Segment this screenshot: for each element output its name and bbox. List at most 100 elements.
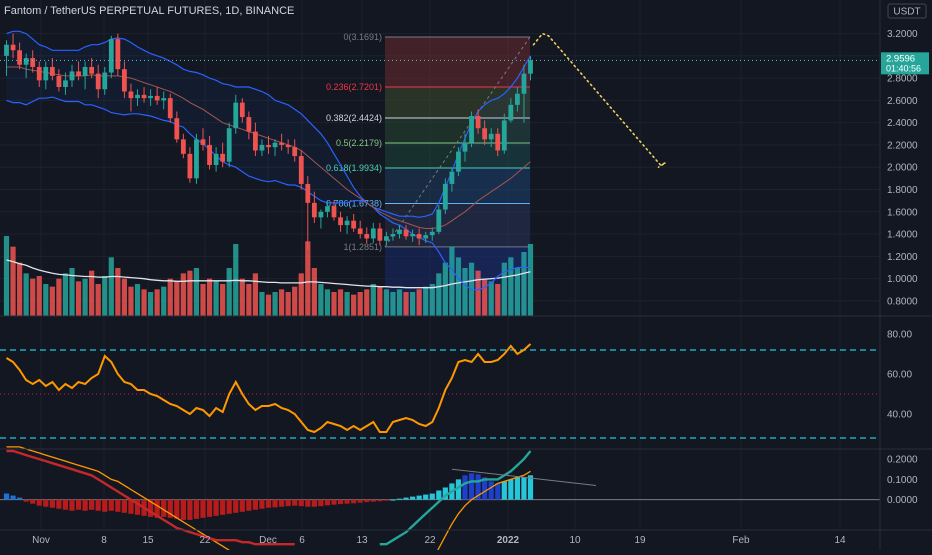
candle-body[interactable] [272,142,278,148]
candle-body[interactable] [122,69,127,92]
price-projection-path[interactable] [532,32,666,168]
candle-body[interactable] [501,120,507,151]
candle-body[interactable] [220,153,226,162]
candle-body[interactable] [154,95,160,101]
macd-histogram-bar [167,499,173,518]
candle-body[interactable] [239,102,245,118]
candle-body[interactable] [194,139,199,179]
macd-histogram-bar [56,499,62,509]
currency-selector[interactable]: USDT [887,3,927,19]
volume-bar [416,289,422,316]
macd-histogram-bar [410,496,416,500]
candle-body[interactable] [180,139,186,154]
candle-body[interactable] [377,228,383,241]
candle-body[interactable] [161,98,167,101]
candle-body[interactable] [370,228,376,239]
candle-body[interactable] [305,183,311,203]
candle-body[interactable] [528,60,533,74]
rsi-line [5,343,532,434]
candle-body[interactable] [10,44,16,51]
candle-body[interactable] [17,50,22,65]
candle-body[interactable] [108,39,114,73]
candle-body[interactable] [462,142,468,152]
candle-body[interactable] [384,236,389,241]
candle-body[interactable] [49,66,55,76]
candle-body[interactable] [469,115,474,143]
candle-body[interactable] [390,234,396,237]
candle-body[interactable] [30,58,36,67]
candle-body[interactable] [508,104,514,121]
candle-body[interactable] [266,144,271,148]
volume-bar [82,278,88,316]
candle-body[interactable] [279,142,284,145]
candle-body[interactable] [423,235,429,239]
candle-body[interactable] [128,91,134,99]
candle-body[interactable] [56,75,62,88]
candle-body[interactable] [115,39,121,70]
candle-body[interactable] [76,71,81,76]
candle-body[interactable] [331,206,337,218]
candle-body[interactable] [410,234,415,237]
volume-bar [462,268,468,316]
candle-body[interactable] [449,171,455,184]
candle-body[interactable] [488,133,494,140]
candle-body[interactable] [357,228,363,235]
candle-body[interactable] [442,183,448,210]
volume-bar [279,289,285,316]
candle-body[interactable] [515,93,520,105]
candle-body[interactable] [482,128,488,140]
candle-body[interactable] [226,128,232,162]
candle-body[interactable] [174,118,180,140]
candle-body[interactable] [187,153,193,179]
candle-body[interactable] [521,73,527,94]
candle-body[interactable] [403,229,409,237]
candle-body[interactable] [311,202,317,218]
candle-body[interactable] [253,131,258,151]
candle-body[interactable] [233,102,239,129]
candle-body[interactable] [23,58,29,65]
candle-body[interactable] [135,94,140,99]
candle-body[interactable] [475,115,481,129]
candle-body[interactable] [292,147,298,157]
candle-body[interactable] [213,153,219,165]
volume-bar [527,244,534,316]
candle-body[interactable] [148,95,153,99]
candle-body[interactable] [351,220,357,229]
candle-body[interactable] [246,117,252,132]
candle-body[interactable] [167,98,173,119]
candle-body[interactable] [95,73,101,90]
candle-body[interactable] [63,80,68,88]
candle-body[interactable] [344,220,350,226]
candle-body[interactable] [364,234,370,239]
candle-body[interactable] [397,229,402,235]
candle-body[interactable] [200,139,206,145]
candle-body[interactable] [82,66,88,76]
volume-bar [30,278,36,316]
candle-body[interactable] [102,72,108,90]
candle-body[interactable] [4,44,9,56]
candlesticks[interactable] [0,33,880,250]
macd-histogram-bar [206,499,213,517]
macd-histogram-bar [75,499,82,510]
candle-body[interactable] [456,151,461,172]
candle-body[interactable] [436,209,442,232]
candle-body[interactable] [207,144,212,165]
candle-body[interactable] [416,234,422,239]
candle-body[interactable] [43,66,49,81]
candle-body[interactable] [429,231,435,236]
candle-body[interactable] [325,206,330,212]
macd-trendline[interactable] [451,468,597,486]
candle-body[interactable] [495,133,501,151]
candle-body[interactable] [141,94,147,99]
candle-body[interactable] [285,144,291,148]
candle-body[interactable] [69,71,75,81]
candle-body[interactable] [318,211,324,218]
candle-body[interactable] [36,66,42,81]
candle-body[interactable] [298,156,304,184]
candle-body[interactable] [259,144,265,151]
projection-path[interactable] [532,32,666,168]
candle-body[interactable] [338,217,343,226]
candle-body[interactable] [89,66,95,74]
volume-bar [357,292,363,316]
